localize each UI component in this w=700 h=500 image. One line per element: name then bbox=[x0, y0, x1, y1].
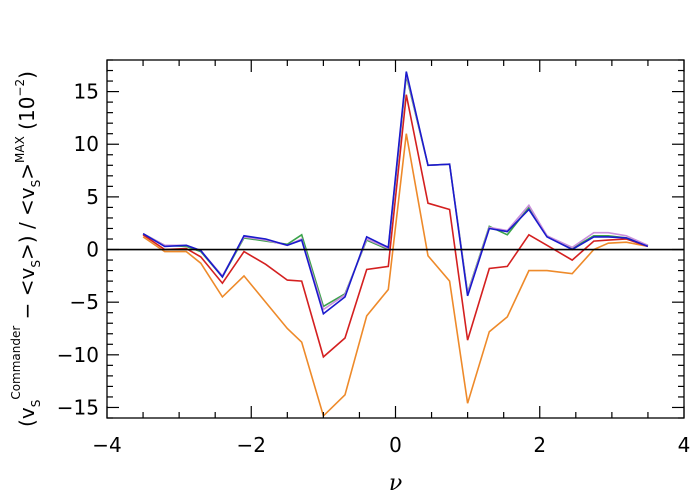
x-tick-label: 0 bbox=[389, 433, 402, 457]
y-label-sub-3: S bbox=[29, 180, 43, 188]
y-tick-label: 15 bbox=[74, 80, 99, 104]
y-label-sub-1: S bbox=[29, 400, 43, 408]
y-label-sub-2: S bbox=[29, 260, 43, 268]
x-axis-label: ν bbox=[389, 471, 402, 496]
y-tick-label: 10 bbox=[74, 132, 99, 156]
y-tick-label: 5 bbox=[86, 185, 99, 209]
series-line-1 bbox=[142, 133, 649, 418]
x-tick-label: 4 bbox=[678, 433, 691, 457]
y-label-close: ) bbox=[15, 71, 39, 79]
y-label-sup-2: MAX bbox=[13, 136, 27, 163]
tick-layer bbox=[106, 59, 685, 419]
y-tick-label: −15 bbox=[57, 395, 99, 419]
y-axis-label: (vSCommander − <vS>) / <vS>MAX (10−2) bbox=[9, 71, 43, 427]
series-layer bbox=[142, 71, 649, 418]
y-label-scale-exp: −2 bbox=[13, 79, 27, 97]
tick-label-layer: −4 −2 0 2 4 −15 −10 −5 0 5 10 15 bbox=[57, 80, 691, 457]
y-label-open: (v bbox=[15, 407, 39, 427]
y-tick-label: −5 bbox=[70, 290, 99, 314]
plot-frame bbox=[106, 59, 685, 419]
y-label-mid-2: >) / <v bbox=[15, 187, 39, 260]
y-label-mid-1: − <v bbox=[15, 267, 39, 325]
series-line-5 bbox=[142, 71, 649, 316]
y-label-mid-3: > bbox=[15, 163, 39, 180]
y-label-sup-1: Commander bbox=[9, 326, 23, 400]
y-tick-label: −10 bbox=[57, 343, 99, 367]
x-tick-label: −2 bbox=[237, 433, 266, 457]
series-line-2 bbox=[142, 94, 649, 359]
y-label-scale: (10 bbox=[15, 97, 39, 137]
x-tick-label: −4 bbox=[92, 433, 121, 457]
y-tick-label: 0 bbox=[86, 238, 99, 262]
x-tick-label: 2 bbox=[533, 433, 546, 457]
